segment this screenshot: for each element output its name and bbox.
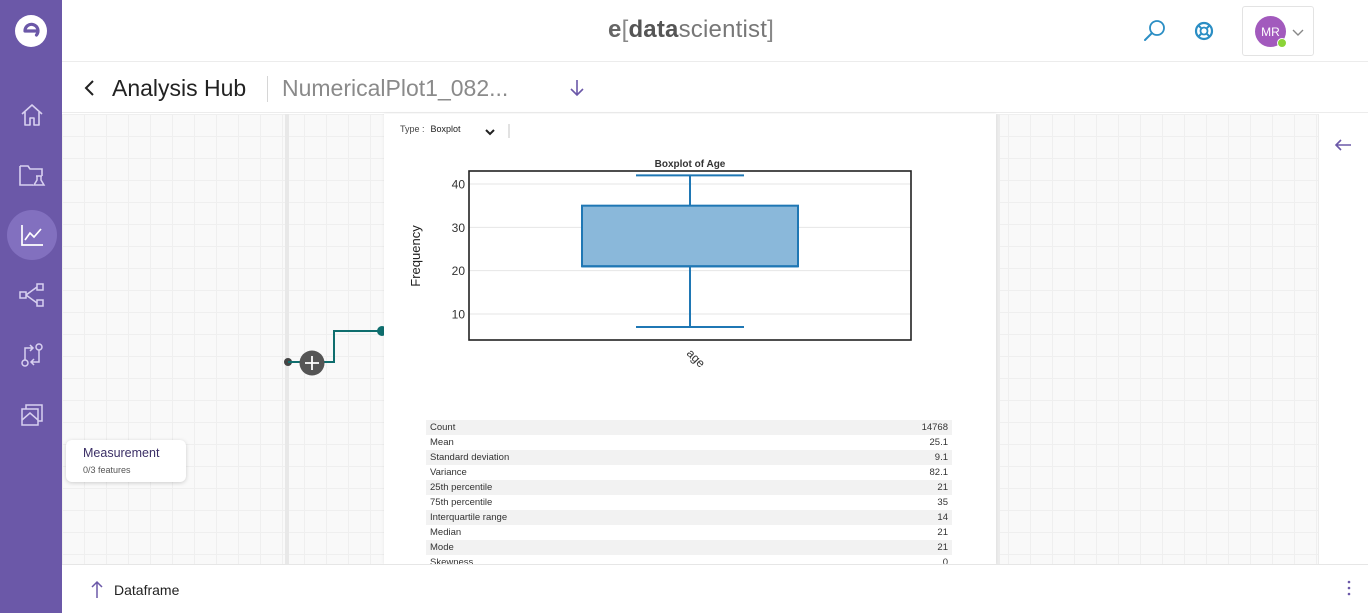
stat-label: 75th percentile — [430, 497, 493, 508]
plot-type-select[interactable]: Type : Boxplot — [400, 124, 461, 134]
stat-label: Median — [430, 527, 462, 538]
stat-value: 21 — [937, 542, 948, 553]
home-icon[interactable] — [7, 90, 57, 140]
search-icon[interactable] — [1142, 18, 1168, 44]
summary-statistics-table: Count 14768 Mean 25.1 Standard deviation 9.1 V… — [426, 420, 952, 564]
back-arrow-icon[interactable] — [82, 77, 98, 99]
type-divider — [508, 124, 510, 138]
stat-value: 0 — [942, 557, 948, 564]
layers-icon[interactable] — [7, 390, 57, 440]
workflow-graph-icon[interactable] — [7, 270, 57, 320]
y-tick-label: 40 — [452, 178, 466, 192]
more-vertical-icon[interactable] — [1346, 579, 1352, 602]
plot-report-panel: Type : Boxplot Boxplot of Age 10 20 30 40 Fr… — [384, 114, 996, 564]
add-node-icon[interactable] — [299, 350, 325, 376]
y-tick-label: 20 — [452, 264, 466, 278]
stat-value: 82.1 — [929, 467, 949, 478]
stat-label: Mean — [430, 437, 454, 448]
dataframe-label[interactable]: Dataframe — [114, 582, 180, 598]
help-lifebuoy-icon[interactable] — [1192, 19, 1216, 43]
stat-row: Variance 82.1 — [426, 465, 952, 480]
stat-value: 21 — [937, 527, 948, 538]
x-axis-ticks: age — [684, 346, 708, 370]
canvas-column-divider — [996, 114, 1000, 564]
stat-row: Standard deviation 9.1 — [426, 450, 952, 465]
right-side-rail — [1318, 114, 1368, 564]
avatar[interactable]: MR — [1255, 16, 1286, 47]
plot-area — [468, 170, 912, 341]
download-arrow-icon[interactable] — [566, 76, 588, 100]
y-axis-label: Frequency — [408, 225, 423, 287]
user-menu[interactable]: MR — [1242, 6, 1314, 56]
y-tick-label: 30 — [452, 221, 466, 235]
stat-label: Interquartile range — [430, 512, 508, 523]
stat-value: 14 — [937, 512, 948, 523]
node-title: Measurement — [83, 446, 160, 460]
iqr-box — [581, 204, 799, 268]
title-divider — [267, 76, 268, 102]
stat-row: Mode 21 — [426, 540, 952, 555]
title-bar: Analysis Hub NumericalPlot1_082... — [62, 63, 1368, 113]
stat-label: Variance — [430, 467, 467, 478]
stat-value: 35 — [937, 497, 948, 508]
app-logo-icon[interactable] — [15, 15, 47, 47]
stat-row: 25th percentile 21 — [426, 480, 952, 495]
brand-logo: e[datascientist] — [608, 16, 774, 43]
node-connector — [284, 326, 387, 376]
canvas-column-divider — [285, 114, 289, 564]
project-folder-icon[interactable] — [7, 150, 57, 200]
stat-row: Interquartile range 14 — [426, 510, 952, 525]
expand-left-arrow-icon[interactable] — [1333, 136, 1353, 159]
y-axis-ticks: 10 20 30 40 — [452, 178, 466, 322]
stat-row: Mean 25.1 — [426, 435, 952, 450]
stat-label: Skewness — [430, 557, 474, 564]
analysis-chart-icon[interactable] — [7, 210, 57, 260]
chart-title: Boxplot of Age — [655, 159, 726, 170]
x-tick-label: age — [684, 346, 708, 370]
stat-value: 9.1 — [934, 452, 948, 463]
git-compare-icon[interactable] — [7, 330, 57, 380]
measurement-node-card[interactable]: Measurement 0/3 features — [66, 440, 186, 482]
node-subtitle: 0/3 features — [83, 465, 131, 475]
stat-label: Count — [430, 422, 456, 433]
left-navigation-rail — [0, 0, 62, 613]
stat-value: 25.1 — [929, 437, 949, 448]
page-title[interactable]: Analysis Hub — [112, 75, 247, 101]
chevron-down-icon[interactable] — [484, 125, 496, 143]
boxplot-marks — [581, 174, 799, 328]
stat-row: Skewness 0 — [426, 555, 952, 564]
stat-label: Mode — [430, 542, 454, 553]
bottom-dataframe-bar: Dataframe — [62, 564, 1368, 613]
y-tick-label: 10 — [452, 308, 466, 322]
stat-label: 25th percentile — [430, 482, 493, 493]
online-status-indicator — [1277, 38, 1287, 48]
stat-value: 21 — [937, 482, 948, 493]
stat-label: Standard deviation — [430, 452, 510, 463]
stat-value: 14768 — [921, 422, 948, 433]
top-header: e[datascientist] MR — [62, 0, 1368, 62]
stat-row: 75th percentile 35 — [426, 495, 952, 510]
stat-row: Count 14768 — [426, 420, 952, 435]
arrow-up-icon[interactable] — [90, 579, 104, 604]
boxplot-chart: Boxplot of Age 10 20 30 40 Frequency age — [408, 159, 912, 371]
stat-row: Median 21 — [426, 525, 952, 540]
chevron-down-icon[interactable] — [1291, 25, 1305, 43]
document-title[interactable]: NumericalPlot1_082... — [282, 75, 509, 101]
